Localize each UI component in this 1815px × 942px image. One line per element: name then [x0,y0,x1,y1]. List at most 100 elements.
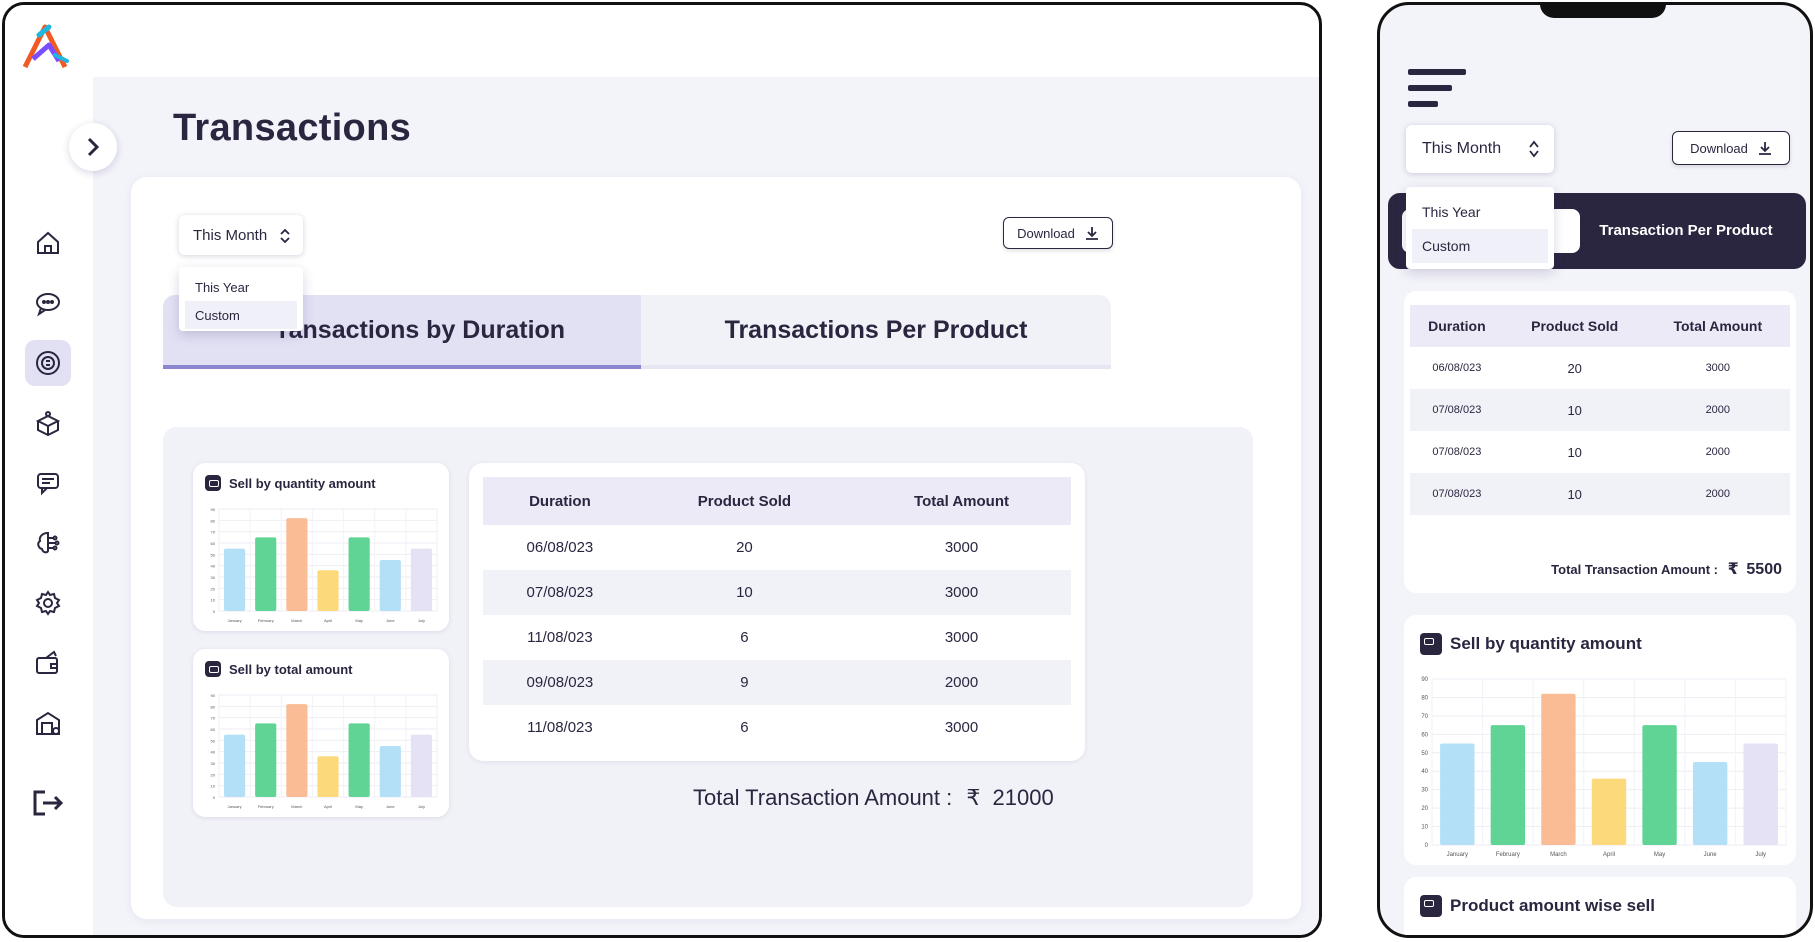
total-amount-value: 21000 [992,785,1054,810]
chart-box-icon [1420,633,1442,655]
mobile-column-header-total-amount: Total Amount [1673,318,1763,334]
table-row[interactable]: 11/08/023 6 3000 [483,615,1071,660]
transactions-table: Duration Product Sold Total Amount 06/08… [483,477,1071,750]
column-header-product-sold: Product Sold [697,492,792,510]
cell-duration: 07/08/023 [526,584,594,601]
x-tick-label: January [227,804,241,809]
brain-icon[interactable] [25,520,71,566]
table-row[interactable]: 06/08/023 20 3000 [483,525,1071,570]
cell-product-sold: 10 [736,584,753,601]
cell-duration: 06/08/023 [1432,362,1482,374]
dropdown-option-this-year[interactable]: This Year [195,279,250,295]
y-tick-label: 20 [211,586,216,591]
tab-label-duration: ransactions by Duration [278,315,566,344]
cell-duration: 07/08/023 [1432,446,1482,458]
bar-february[interactable] [1490,725,1526,845]
y-tick-label: 60 [1421,732,1428,738]
y-tick-label: 0 [213,609,216,614]
wallet-icon[interactable] [25,640,71,686]
table-row[interactable]: 11/08/023 6 3000 [483,705,1071,750]
sidebar-expand-button[interactable] [69,123,117,171]
x-tick-label: May [355,618,363,623]
desktop-window: Transactions This Month This Year Custom… [2,2,1322,938]
bar-july[interactable] [1743,743,1778,845]
mobile-column-header-duration: Duration [1428,318,1486,334]
cell-total-amount: 2000 [1705,404,1731,416]
mobile-next-section-title: Product amount wise sell [1450,896,1655,915]
bar-april[interactable] [317,756,339,797]
x-tick-label: June [386,804,395,809]
settings-icon[interactable] [25,580,71,626]
mobile-table-header-row: Duration Product Sold Total Amount [1410,305,1790,347]
products-icon[interactable] [25,400,71,446]
y-tick-label: 70 [1421,714,1428,720]
bar-may[interactable] [1642,725,1677,845]
bar-january[interactable] [223,548,246,611]
x-tick-label: February [258,804,274,809]
x-tick-label: March [1550,852,1567,858]
bar-july[interactable] [410,548,433,611]
logout-icon[interactable] [25,780,71,826]
bar-may[interactable] [348,723,370,797]
x-tick-label: June [386,618,395,623]
chart-card-quantity: Sell by quantity amount 0 10 20 30 40 50 60 70 8… [193,463,449,631]
mobile-chart-card: Sell by quantity amount 0 10 20 30 40 50 60 70 8… [1404,615,1796,865]
chart-title-total: Sell by total amount [229,661,353,677]
bar-april[interactable] [317,570,339,611]
cell-product-sold: 10 [1567,444,1582,460]
mobile-tab-transaction-per-product[interactable]: Transaction Per Product [1588,209,1784,253]
download-icon [1758,142,1771,155]
bar-february[interactable] [255,537,277,611]
warehouse-icon[interactable] [25,700,71,746]
y-tick-label: 0 [213,795,216,800]
y-tick-label: 80 [1421,695,1428,701]
messages-icon[interactable] [25,460,71,506]
cell-duration: 09/08/023 [526,674,594,691]
total-label: Total Transaction Amount : [693,785,953,810]
period-dropdown: This Year Custom [179,267,303,331]
bar-february[interactable] [255,723,277,797]
cell-total-amount: 2000 [1705,488,1731,500]
y-tick-label: 10 [211,784,216,789]
bar-march[interactable] [1541,693,1576,845]
mobile-total-transaction-amount: Total Transaction Amount : ₹ 5500 [1551,559,1782,579]
chat-icon[interactable] [25,280,71,326]
home-icon[interactable] [25,220,71,266]
table-row[interactable]: 07/08/023 10 2000 [1410,389,1790,431]
bar-january[interactable] [1440,743,1475,845]
bar-march[interactable] [286,704,308,797]
mobile-column-header-product-sold: Product Sold [1531,318,1619,334]
bar-july[interactable] [410,734,433,797]
transactions-icon[interactable] [25,340,71,386]
bar-june[interactable] [379,560,401,611]
bar-may[interactable] [348,537,370,611]
mobile-dropdown-option-custom[interactable]: Custom [1412,229,1548,263]
x-tick-label: April [324,804,332,809]
download-button[interactable]: Download [1003,217,1113,249]
bar-june[interactable] [1692,762,1728,845]
table-row[interactable]: 07/08/023 10 2000 [1410,473,1790,515]
mobile-download-button[interactable]: Download [1672,131,1790,165]
cell-duration: 07/08/023 [1432,488,1482,500]
bar-april[interactable] [1591,778,1627,845]
table-row[interactable]: 06/08/023 20 3000 [1410,347,1790,389]
cell-total-amount: 2000 [944,674,979,691]
table-row[interactable]: 07/08/023 10 3000 [483,570,1071,615]
phone-notch [1540,5,1666,18]
bar-march[interactable] [286,518,308,611]
mobile-period-select[interactable]: This Month [1406,125,1554,173]
table-row[interactable]: 09/08/023 9 2000 [483,660,1071,705]
mobile-dropdown-option-this-year[interactable]: This Year [1422,204,1481,220]
table-row[interactable]: 07/08/023 10 2000 [1410,431,1790,473]
tab-transactions-per-product[interactable]: Transactions Per Product [641,295,1111,369]
period-select[interactable]: This Month [179,215,303,255]
x-tick-label: July [1755,852,1766,858]
chart-title-quantity: Sell by quantity amount [229,475,376,491]
x-tick-label: June [1704,852,1718,858]
transactions-card: This Month This Year Custom Download ran… [131,177,1301,919]
dropdown-option-custom[interactable]: Custom [185,301,297,329]
y-tick-label: 50 [1421,751,1428,757]
bar-january[interactable] [223,734,246,797]
bar-june[interactable] [379,746,401,797]
y-tick-label: 10 [1421,825,1428,831]
